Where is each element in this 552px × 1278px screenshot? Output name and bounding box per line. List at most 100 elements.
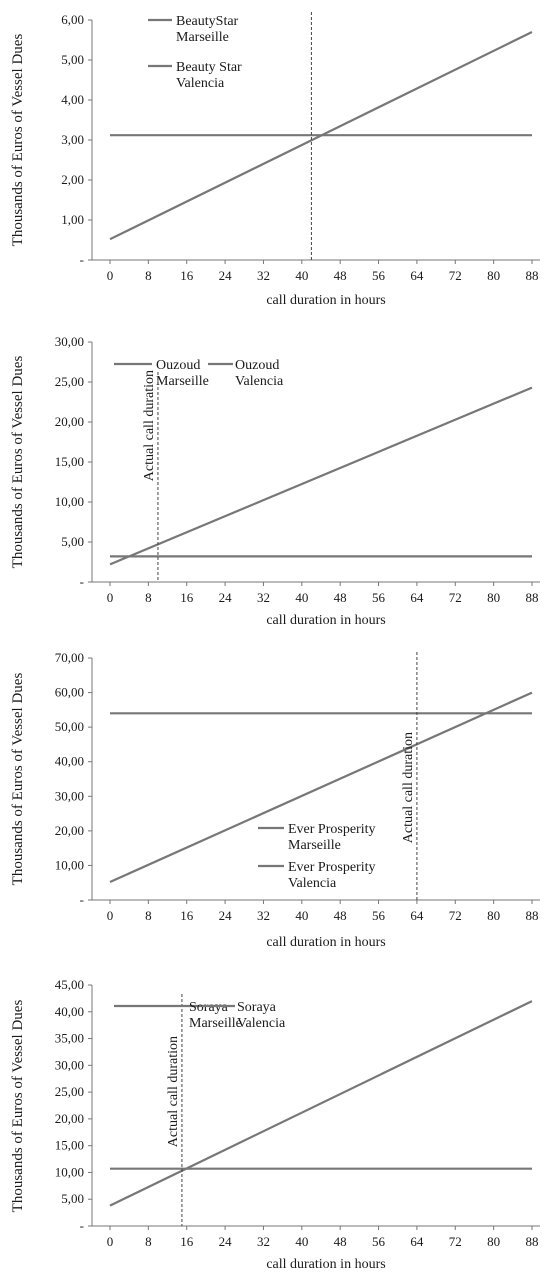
y-axis-title: Thousands of Euros of Vessel Dues bbox=[10, 673, 26, 886]
x-tick-label: 72 bbox=[449, 908, 462, 923]
x-tick-label: 32 bbox=[257, 590, 270, 605]
y-tick-label: 2,00 bbox=[61, 172, 84, 187]
x-tick-label: 80 bbox=[487, 268, 500, 283]
actual-duration-label: Actual call duration bbox=[142, 370, 157, 481]
y-axis-title: Thousands of Euros of Vessel Dues bbox=[10, 356, 26, 569]
y-tick-label: 25,00 bbox=[55, 374, 84, 389]
y-tick-label: 20,00 bbox=[55, 1111, 84, 1126]
x-tick-label: 40 bbox=[295, 590, 308, 605]
x-tick-label: 80 bbox=[487, 1234, 500, 1249]
y-tick-label: 40,00 bbox=[55, 754, 84, 769]
y-tick-label: - bbox=[80, 252, 84, 267]
x-tick-label: 24 bbox=[219, 590, 233, 605]
series-line-marseille bbox=[109, 691, 533, 884]
y-tick-label: 6,00 bbox=[61, 12, 84, 27]
y-tick-label: 15,00 bbox=[55, 454, 84, 469]
y-axis-title: Thousands of Euros of Vessel Dues bbox=[10, 1000, 26, 1213]
x-tick-label: 72 bbox=[449, 590, 462, 605]
x-tick-label: 72 bbox=[449, 268, 462, 283]
actual-duration-label: Actual call duration bbox=[401, 732, 416, 843]
chart-panel-3: - 10,00 20,00 30,00 40,00 50,00 60,00 70,00 0 8 16… bbox=[10, 650, 540, 950]
x-tick-label: 16 bbox=[180, 908, 194, 923]
y-tick-label: 10,00 bbox=[55, 857, 84, 872]
y-tick-label: - bbox=[80, 574, 84, 589]
x-tick-label: 80 bbox=[487, 590, 500, 605]
y-tick-label: 20,00 bbox=[55, 414, 84, 429]
x-tick-label: 0 bbox=[107, 1234, 114, 1249]
x-tick-label: 16 bbox=[180, 590, 194, 605]
y-tick-label: - bbox=[80, 1218, 84, 1233]
series-line-marseille bbox=[109, 386, 533, 566]
x-tick-label: 48 bbox=[334, 268, 347, 283]
chart-panel-4: - 5,00 10,00 15,00 20,00 25,00 30,00 35,00 40,00… bbox=[10, 977, 540, 1272]
x-tick-label: 32 bbox=[257, 268, 270, 283]
y-tick-label: 30,00 bbox=[55, 334, 84, 349]
x-tick-label: 48 bbox=[334, 590, 347, 605]
y-tick-label: - bbox=[80, 892, 84, 907]
x-tick-label: 24 bbox=[219, 268, 233, 283]
x-tick-label: 32 bbox=[257, 908, 270, 923]
legend-label: Valencia bbox=[288, 876, 337, 891]
x-tick-label: 0 bbox=[107, 908, 114, 923]
legend-label: Valencia bbox=[176, 76, 225, 91]
x-tick-label: 56 bbox=[372, 590, 386, 605]
legend-label: Ever Prosperity bbox=[288, 860, 375, 875]
x-axis-title: call duration in hours bbox=[266, 935, 385, 950]
x-tick-label: 64 bbox=[410, 1234, 424, 1249]
x-tick-label: 72 bbox=[449, 1234, 462, 1249]
legend-label: Marseille bbox=[156, 374, 209, 389]
legend-label: BeautyStar bbox=[176, 14, 239, 29]
chart-panel-2: - 5,00 10,00 15,00 20,00 25,00 30,00 0 8 16 24 32 40… bbox=[10, 334, 540, 628]
y-tick-label: 15,00 bbox=[55, 1138, 84, 1153]
y-tick-label: 60,00 bbox=[55, 685, 84, 700]
y-tick-label: 35,00 bbox=[55, 1031, 84, 1046]
x-tick-label: 88 bbox=[526, 590, 539, 605]
legend-label: Valencia bbox=[235, 374, 284, 389]
x-tick-label: 40 bbox=[295, 908, 308, 923]
y-tick-label: 1,00 bbox=[61, 212, 84, 227]
x-tick-label: 8 bbox=[145, 1234, 152, 1249]
legend-label: Marseille bbox=[189, 1016, 242, 1031]
y-tick-label: 20,00 bbox=[55, 823, 84, 838]
x-tick-label: 48 bbox=[334, 908, 347, 923]
y-tick-label: 25,00 bbox=[55, 1084, 84, 1099]
x-tick-label: 88 bbox=[526, 908, 539, 923]
x-tick-label: 64 bbox=[410, 268, 424, 283]
y-tick-label: 70,00 bbox=[55, 650, 84, 665]
x-tick-label: 64 bbox=[410, 590, 424, 605]
y-tick-label: 30,00 bbox=[55, 1057, 84, 1072]
actual-duration-label: Actual call duration bbox=[166, 1036, 181, 1147]
legend-label: Marseille bbox=[176, 30, 229, 45]
chart-panel-1: - 1,00 2,00 3,00 4,00 5,00 6,00 0 8 16 24 32 40 48 56 6… bbox=[10, 12, 540, 308]
y-tick-label: 5,00 bbox=[61, 1191, 84, 1206]
y-axis-title: Thousands of Euros of Vessel Dues bbox=[10, 34, 26, 247]
x-tick-label: 56 bbox=[372, 1234, 386, 1249]
x-tick-label: 48 bbox=[334, 1234, 347, 1249]
legend-label: Marseille bbox=[288, 838, 341, 853]
legend-label: Ouzoud bbox=[156, 358, 200, 373]
x-tick-label: 88 bbox=[526, 1234, 539, 1249]
x-tick-label: 16 bbox=[180, 1234, 194, 1249]
legend-label: Soraya bbox=[189, 1000, 229, 1015]
x-tick-label: 32 bbox=[257, 1234, 270, 1249]
x-tick-label: 64 bbox=[410, 908, 424, 923]
y-tick-label: 5,00 bbox=[61, 52, 84, 67]
y-tick-label: 10,00 bbox=[55, 494, 84, 509]
y-tick-label: 30,00 bbox=[55, 788, 84, 803]
x-axis-title: call duration in hours bbox=[266, 613, 385, 628]
series-line-marseille bbox=[109, 1000, 533, 1207]
x-tick-label: 56 bbox=[372, 908, 386, 923]
x-tick-label: 8 bbox=[145, 590, 152, 605]
y-tick-label: 50,00 bbox=[55, 719, 84, 734]
x-tick-label: 8 bbox=[145, 268, 152, 283]
x-tick-label: 56 bbox=[372, 268, 386, 283]
y-tick-label: 45,00 bbox=[55, 977, 84, 992]
y-tick-label: 4,00 bbox=[61, 92, 84, 107]
y-tick-label: 40,00 bbox=[55, 1004, 84, 1019]
x-tick-label: 0 bbox=[107, 268, 114, 283]
x-tick-label: 80 bbox=[487, 908, 500, 923]
x-tick-label: 24 bbox=[219, 1234, 233, 1249]
x-tick-label: 16 bbox=[180, 268, 194, 283]
x-tick-label: 0 bbox=[107, 590, 114, 605]
